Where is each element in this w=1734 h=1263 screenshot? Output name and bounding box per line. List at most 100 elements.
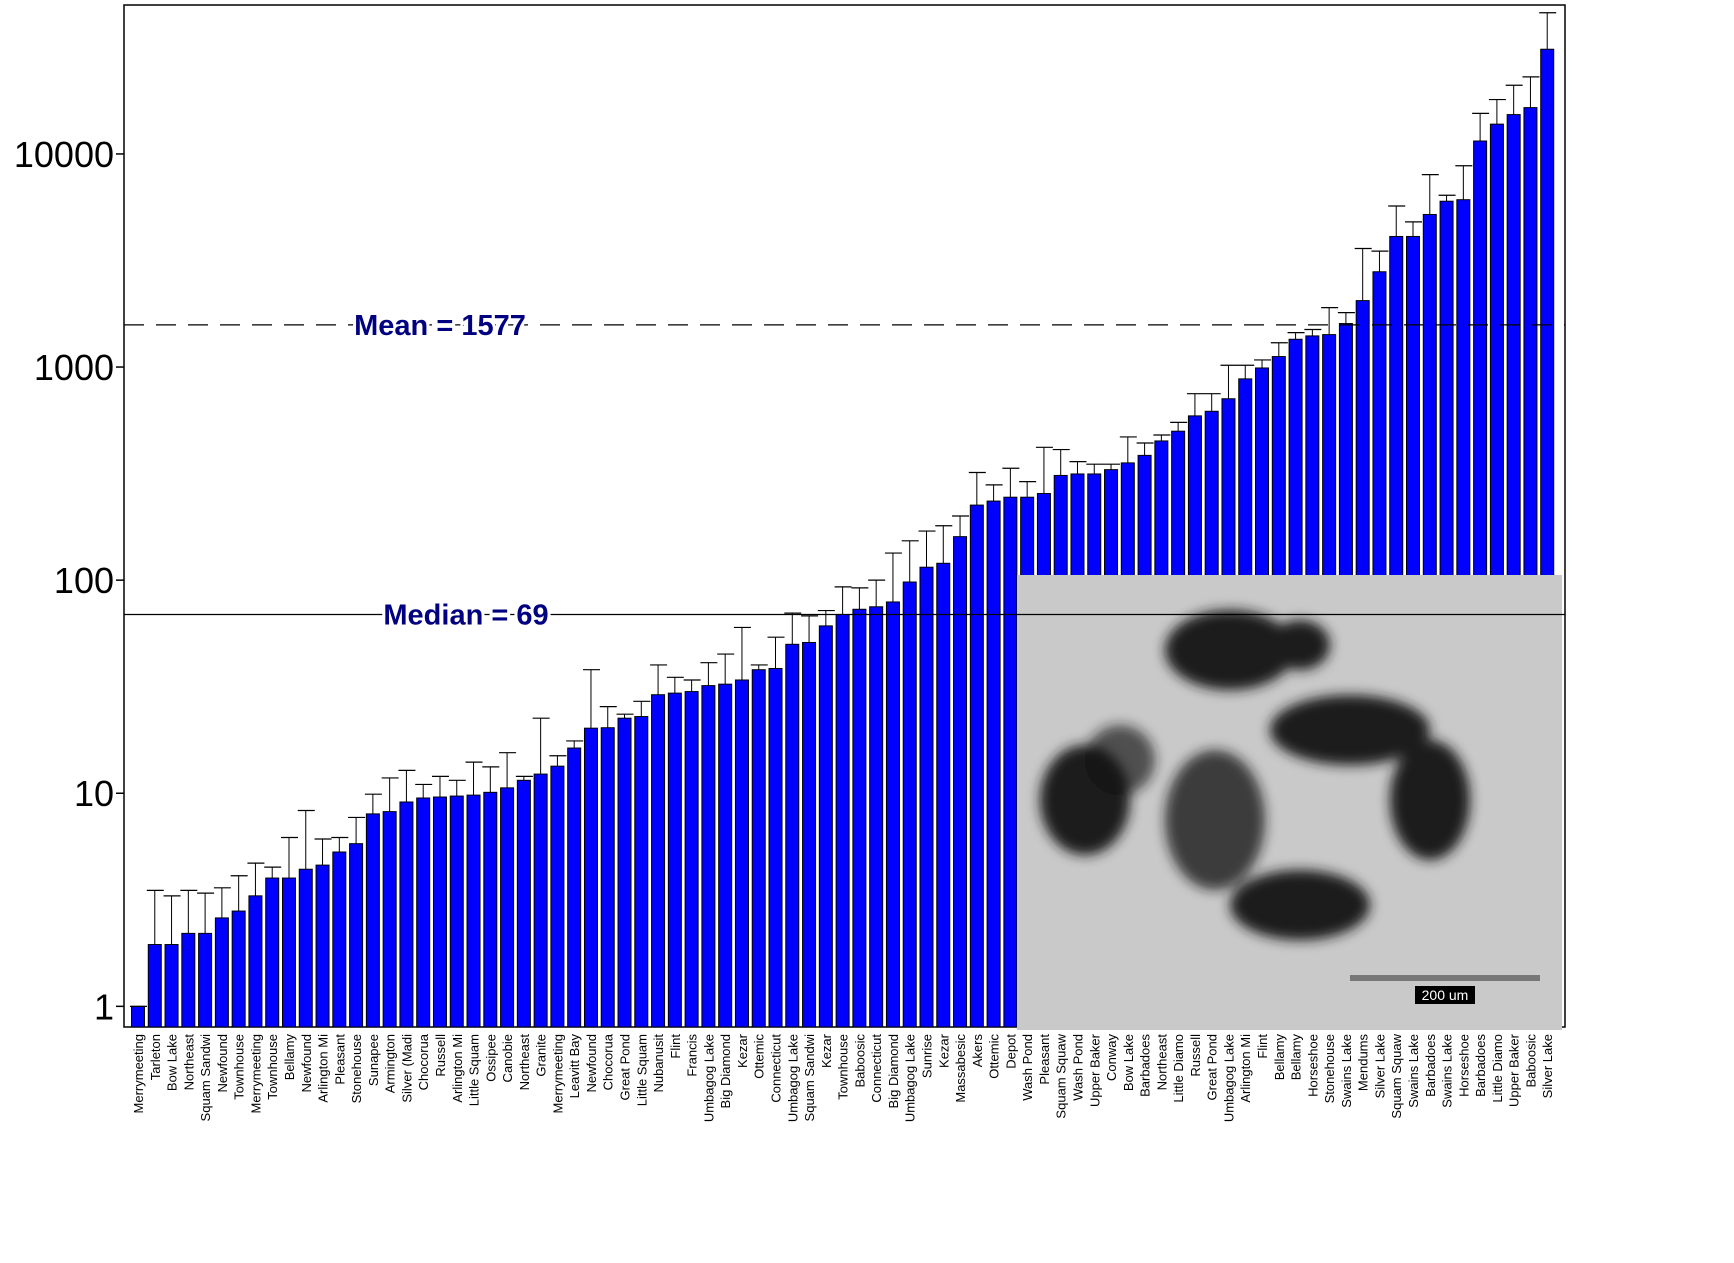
x-tick-label: Barbadoes [1138,1034,1153,1097]
x-tick-label: Ossipee [483,1034,498,1082]
bar [1003,496,1018,1028]
x-tick-label: Upper Baker [1087,1033,1102,1107]
bar [198,932,213,1028]
x-tick-label: Ottemic [752,1034,767,1079]
mean-label: Mean = 1577 [354,310,526,342]
bar [986,500,1001,1028]
y-tick-label: 100 [54,560,114,601]
x-tick-label: Townhouse [232,1034,247,1100]
bar [768,667,783,1028]
x-tick-label: Russell [1188,1034,1203,1077]
bar [885,601,900,1028]
bar [432,796,447,1028]
x-tick-label: Little Diamo [1171,1034,1186,1103]
bar [550,765,565,1028]
bar [667,692,682,1028]
inset-cells [1040,610,1470,940]
x-tick-label: Sunapee [366,1034,381,1086]
x-tick-label: Nubanusit [651,1034,666,1093]
x-tick-label: Flint [1255,1034,1270,1059]
x-tick-label: Mendums [1356,1034,1371,1092]
x-tick-label: Umbagog Lake [903,1034,918,1122]
x-tick-label: Tarleton [148,1034,163,1080]
x-tick-label: Kezar [936,1033,951,1068]
x-tick-label: Umbagog Lake [785,1034,800,1122]
x-tick-label: Barbadoes [1423,1034,1438,1097]
x-tick-label: Barbadoes [1473,1034,1488,1097]
x-tick-label: Townhouse [265,1034,280,1100]
x-tick-label: Conway [1104,1034,1119,1081]
x-tick-label: Great Pond [618,1034,633,1101]
x-tick-label: Squam Sandwi [198,1034,213,1122]
x-tick-label: Flint [668,1034,683,1059]
bar [248,895,263,1028]
inset-photo: 200 um [1017,575,1562,1030]
bar [131,1005,145,1028]
x-tick-label: Massabesic [953,1034,968,1103]
x-tick-label: Northeast [181,1034,196,1091]
bar [684,691,699,1028]
x-tick-label: Horseshoe [1305,1034,1320,1097]
bar [785,643,800,1028]
x-tick-label: Townhouse [836,1034,851,1100]
x-tick-label: Akers [970,1034,985,1068]
x-tick-label: Bellamy [282,1034,297,1081]
x-tick-label: Horseshoe [1456,1034,1471,1097]
x-tick-label: Pleasant [1037,1034,1052,1085]
bar [365,813,380,1028]
y-tick-label: 1 [94,986,114,1027]
bar [634,716,649,1028]
x-tick-label: Depot [1003,1034,1018,1069]
bar [164,944,179,1028]
bar [483,791,498,1028]
x-tick-label: Squam Squaw [1389,1033,1404,1118]
inset-scale-label: 200 um [1422,987,1469,1003]
bar [852,608,867,1028]
bar [298,868,313,1028]
bar [583,727,598,1028]
x-tick-label: Great Pond [1205,1034,1220,1101]
bar [315,864,330,1028]
x-tick-label: Bow Lake [165,1034,180,1091]
x-tick-label: Wash Pond [1070,1034,1085,1101]
bar [214,917,229,1028]
x-tick-label: Granite [534,1034,549,1077]
bar [600,727,615,1028]
x-tick-label: Armington [383,1034,398,1093]
x-tick-label: Little Squam [467,1034,482,1106]
x-tick-label: Merrymeeting [131,1034,146,1113]
bar [449,795,464,1028]
x-tick-label: Umbagog Lake [1221,1034,1236,1122]
x-tick-label: Stonehouse [1322,1034,1337,1103]
bar [953,536,968,1028]
bar [751,669,766,1028]
x-tick-label: Little Squam [634,1034,649,1106]
x-tick-label: Canobie [500,1034,515,1082]
x-tick-label: Arlington Mi [316,1034,331,1103]
bar [265,877,280,1028]
x-tick-label: Arlington Mi [1238,1034,1253,1103]
median-label: Median = 69 [383,599,548,631]
bar [835,613,850,1028]
x-tick-label: Bellamy [1272,1034,1287,1081]
bar [718,683,733,1028]
x-tick-label: Ottemic [987,1034,1002,1079]
x-tick-label: Russell [433,1034,448,1077]
x-tick-label: Baboosic [1523,1034,1538,1088]
bar [802,641,817,1028]
x-tick-label: Big Diamond [886,1034,901,1108]
bar [617,717,632,1028]
bar [231,910,246,1028]
bar [416,797,431,1028]
x-tick-label: Merrymeeting [248,1034,263,1113]
x-tick-label: Arlington Mi [450,1034,465,1103]
y-tick-label: 10000 [14,134,114,175]
bar [349,843,364,1028]
bar [516,779,531,1028]
bar [399,801,414,1028]
x-tick-label: Pleasant [332,1034,347,1085]
x-tick-label: Francis [685,1034,700,1077]
x-tick-label: Newfound [584,1034,599,1093]
x-tick-label: Northeast [517,1034,532,1091]
bar [567,747,582,1028]
